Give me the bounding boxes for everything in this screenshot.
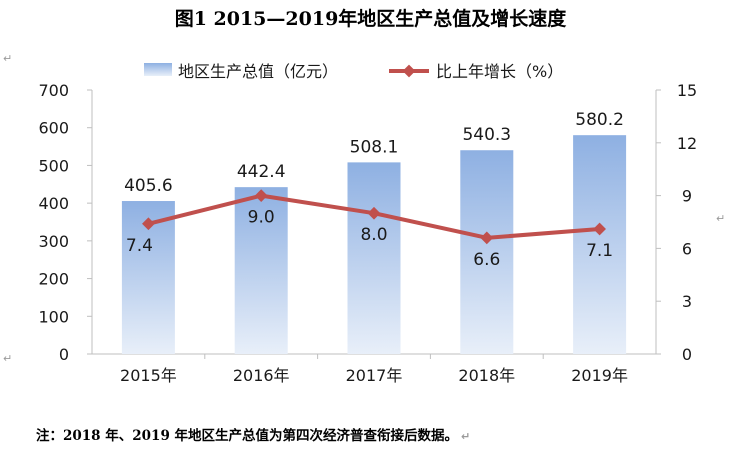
right-tick-label: 12 [677,134,697,153]
left-tick-label: 0 [59,345,69,364]
left-tick-label: 600 [38,119,69,138]
right-tick-label: 0 [682,345,692,364]
bar-3 [460,150,514,354]
growth-value-label: 9.0 [248,208,275,228]
bar-2 [347,162,401,354]
footnote: 注：2018 年、2019 年地区生产总值为第四次经济普查衔接后数据。 ↵ [36,424,470,444]
bar-value-label: 580.2 [575,110,624,130]
right-tick-label: 6 [682,239,692,258]
x-tick-label: 2016年 [233,366,290,385]
bar-1 [234,187,288,354]
legend-label-growth: 比上年增长（%） [436,62,563,81]
right-tick-label: 9 [682,187,692,206]
paragraph-mark-icon: ↵ [716,212,726,225]
legend: 地区生产总值（亿元） 比上年增长（%） [144,62,563,81]
legend-marker-growth [402,64,416,78]
right-tick-label: 15 [677,81,697,100]
growth-value-label: 7.1 [586,241,613,261]
left-tick-label: 500 [38,156,69,175]
bar-4 [573,135,627,354]
chart-title: 图1 2015—2019年地区生产总值及增长速度 [174,8,567,30]
left-tick-label: 200 [38,270,69,289]
left-tick-label: 300 [38,232,69,251]
x-tick-label: 2015年 [120,366,177,385]
legend-label-gdp: 地区生产总值（亿元） [178,62,338,81]
growth-point-2 [367,206,381,220]
paragraph-mark-icon: ↵ [3,52,13,65]
x-tick-label: 2017年 [346,366,403,385]
paragraph-mark-icon: ↵ [461,430,471,443]
legend-swatch-gdp [144,63,172,76]
growth-value-label: 7.4 [126,236,153,256]
bar-value-label: 540.3 [462,125,511,145]
growth-point-3 [480,231,494,245]
growth-value-label: 6.6 [473,250,500,270]
right-tick-label: 3 [682,292,692,311]
growth-value-label: 8.0 [360,225,387,245]
growth-point-1 [254,189,268,202]
bar-value-label: 405.6 [124,176,173,196]
paragraph-mark-icon: ↵ [3,352,13,365]
x-tick-label: 2018年 [458,366,515,385]
x-tick-label: 2019年 [571,366,628,385]
bar-value-label: 442.4 [237,162,286,182]
footnote-text: 注：2018 年、2019 年地区生产总值为第四次经济普查衔接后数据。 [36,428,459,444]
left-tick-label: 100 [38,307,69,326]
growth-point-0 [142,217,155,231]
bar-value-label: 508.1 [350,137,399,157]
left-tick-label: 400 [38,194,69,213]
left-tick-label: 700 [38,81,69,100]
